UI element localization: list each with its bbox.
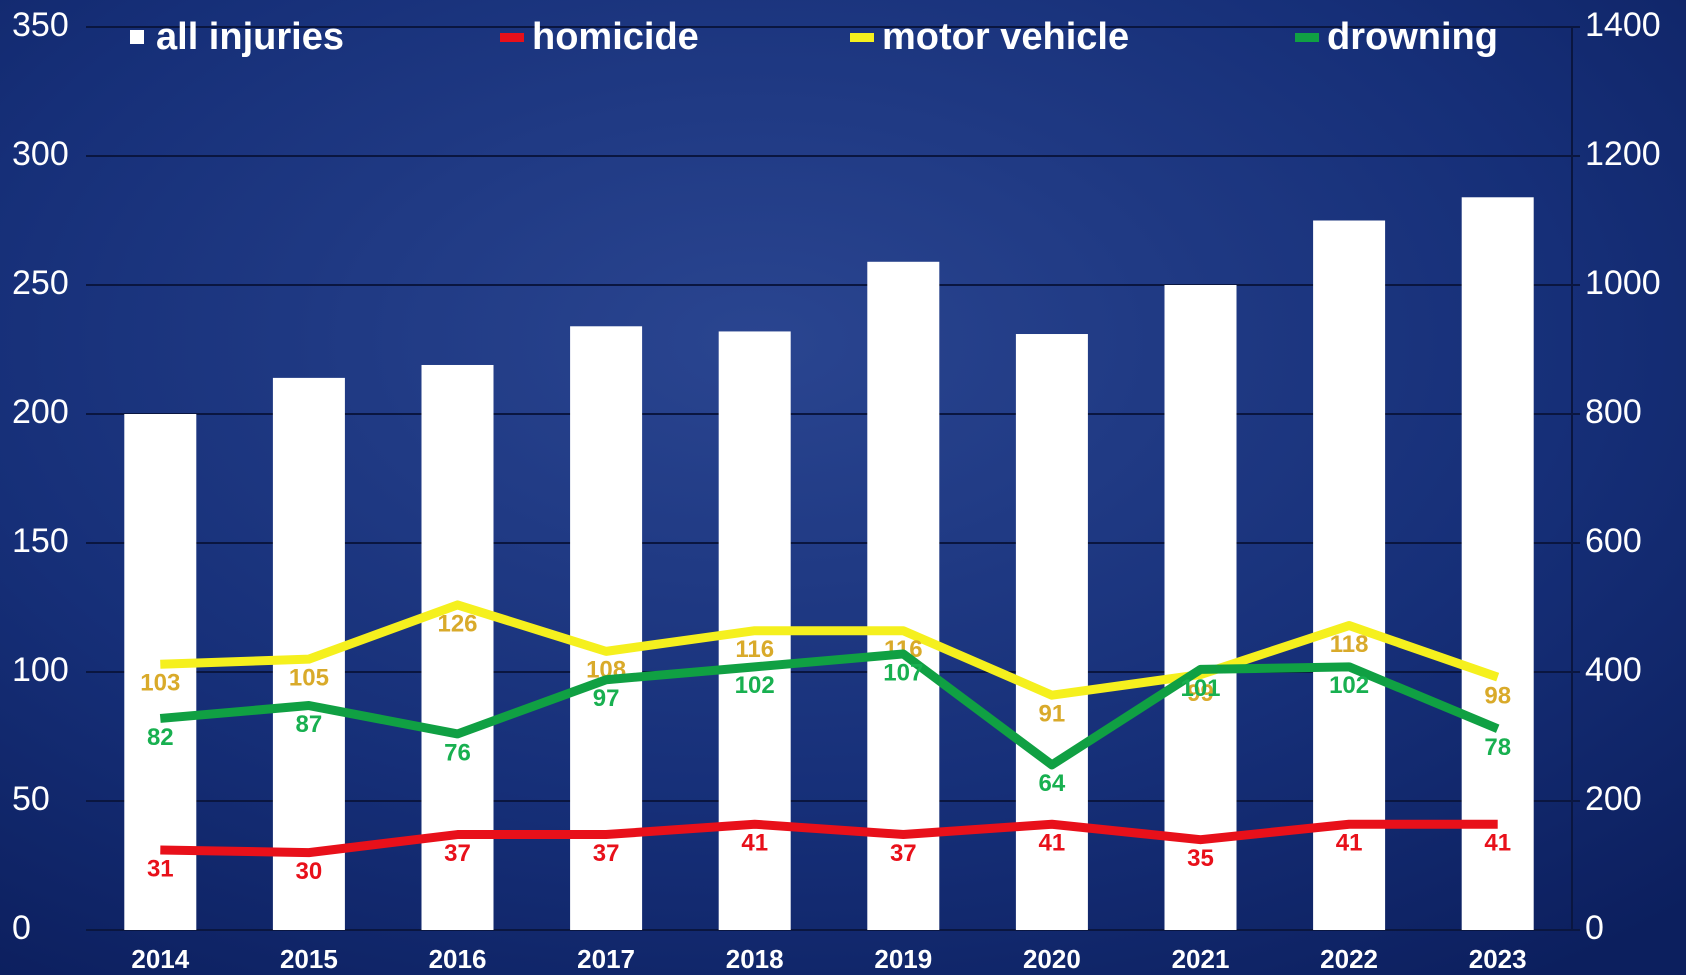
data-label: 30 bbox=[296, 858, 323, 885]
y2-tick-label: 400 bbox=[1585, 651, 1642, 689]
y2-tick-label: 1200 bbox=[1585, 135, 1661, 173]
y-tick-label: 50 bbox=[12, 780, 50, 818]
data-label: 41 bbox=[1336, 830, 1363, 857]
data-label: 37 bbox=[444, 840, 471, 867]
y2-tick-label: 1400 bbox=[1585, 6, 1661, 44]
legend-label: drowning bbox=[1327, 16, 1498, 58]
data-label: 41 bbox=[1039, 830, 1066, 857]
legend-swatch bbox=[130, 30, 144, 44]
y2-tick-label: 200 bbox=[1585, 780, 1642, 818]
data-label: 37 bbox=[593, 840, 620, 867]
x-tick-label: 2015 bbox=[280, 944, 338, 974]
y2-tick-label: 0 bbox=[1585, 909, 1604, 947]
y2-tick-label: 600 bbox=[1585, 522, 1642, 560]
data-label: 118 bbox=[1330, 631, 1369, 658]
legend-label: homicide bbox=[532, 16, 699, 58]
data-label: 35 bbox=[1187, 845, 1214, 872]
y-tick-label: 300 bbox=[12, 135, 69, 173]
data-label: 102 bbox=[1329, 672, 1369, 699]
y2-tick-label: 1000 bbox=[1585, 264, 1661, 302]
y-tick-label: 350 bbox=[12, 6, 69, 44]
data-label: 107 bbox=[883, 659, 923, 686]
y-tick-label: 100 bbox=[12, 651, 69, 689]
data-label: 126 bbox=[437, 610, 477, 637]
legend-swatch bbox=[1295, 33, 1319, 42]
x-tick-label: 2023 bbox=[1469, 944, 1527, 974]
x-tick-label: 2022 bbox=[1320, 944, 1378, 974]
x-tick-label: 2018 bbox=[726, 944, 784, 974]
x-tick-label: 2016 bbox=[429, 944, 487, 974]
data-label: 97 bbox=[593, 685, 620, 712]
data-label: 31 bbox=[147, 855, 174, 882]
legend-label: motor vehicle bbox=[882, 16, 1129, 58]
y2-tick-label: 800 bbox=[1585, 393, 1642, 431]
x-tick-label: 2021 bbox=[1172, 944, 1230, 974]
data-label: 98 bbox=[1484, 683, 1511, 710]
data-label: 78 bbox=[1484, 734, 1511, 761]
data-label: 64 bbox=[1039, 770, 1066, 797]
data-label: 37 bbox=[890, 840, 917, 867]
data-label: 101 bbox=[1180, 675, 1220, 702]
data-label: 82 bbox=[147, 724, 174, 751]
data-label: 103 bbox=[140, 670, 180, 697]
y-tick-label: 250 bbox=[12, 264, 69, 302]
y-tick-label: 150 bbox=[12, 522, 69, 560]
data-label: 76 bbox=[444, 739, 471, 766]
data-label: 91 bbox=[1039, 701, 1066, 728]
legend-swatch bbox=[500, 33, 524, 42]
y-tick-label: 0 bbox=[12, 909, 31, 947]
legend-label: all injuries bbox=[156, 16, 344, 58]
data-label: 41 bbox=[741, 830, 768, 857]
x-tick-label: 2017 bbox=[577, 944, 635, 974]
x-tick-label: 2019 bbox=[874, 944, 932, 974]
data-label: 102 bbox=[735, 672, 775, 699]
data-label: 41 bbox=[1484, 830, 1511, 857]
legend-swatch bbox=[850, 33, 874, 42]
data-label: 87 bbox=[296, 711, 323, 738]
data-label: 105 bbox=[289, 664, 329, 691]
data-label: 116 bbox=[735, 636, 774, 663]
x-tick-label: 2014 bbox=[131, 944, 189, 974]
y-tick-label: 200 bbox=[12, 393, 69, 431]
chart: 0 50 100 150 200 250 300 350 0 200 400 600 800 1000 12… bbox=[0, 0, 1686, 975]
x-tick-label: 2020 bbox=[1023, 944, 1081, 974]
